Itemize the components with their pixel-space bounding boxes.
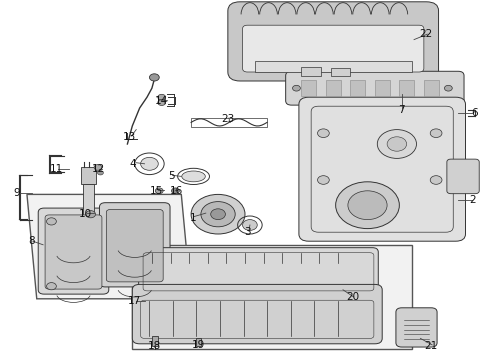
Circle shape	[318, 176, 329, 184]
Text: 23: 23	[221, 114, 235, 124]
Bar	[85, 217, 93, 225]
FancyBboxPatch shape	[45, 215, 102, 289]
FancyBboxPatch shape	[286, 71, 464, 105]
Circle shape	[47, 283, 56, 290]
Bar	[255, 61, 412, 72]
Circle shape	[243, 220, 257, 230]
FancyBboxPatch shape	[447, 159, 479, 194]
Circle shape	[336, 182, 399, 229]
Text: 10: 10	[79, 209, 92, 219]
Circle shape	[47, 218, 56, 225]
Circle shape	[293, 85, 300, 91]
Circle shape	[172, 188, 179, 194]
Circle shape	[158, 100, 166, 105]
Text: 6: 6	[471, 108, 478, 118]
Bar	[81, 167, 96, 184]
Text: 18: 18	[147, 341, 161, 351]
Text: 21: 21	[424, 341, 438, 351]
Bar	[399, 80, 414, 96]
FancyBboxPatch shape	[396, 308, 437, 347]
Bar	[196, 338, 201, 346]
Text: 9: 9	[14, 188, 21, 198]
Circle shape	[444, 85, 452, 91]
FancyBboxPatch shape	[38, 208, 109, 294]
Text: 12: 12	[91, 164, 105, 174]
Circle shape	[191, 194, 245, 234]
FancyBboxPatch shape	[299, 97, 466, 241]
Text: 3: 3	[244, 227, 251, 237]
Text: 2: 2	[469, 195, 476, 205]
FancyBboxPatch shape	[139, 248, 378, 294]
Circle shape	[387, 137, 407, 151]
Text: 13: 13	[123, 132, 137, 142]
FancyBboxPatch shape	[132, 284, 382, 344]
Text: 1: 1	[190, 213, 197, 223]
Circle shape	[430, 129, 442, 138]
Text: 19: 19	[192, 340, 205, 350]
Circle shape	[201, 202, 235, 227]
Circle shape	[86, 211, 96, 218]
Ellipse shape	[182, 171, 205, 182]
Bar	[132, 245, 412, 349]
Bar	[326, 80, 341, 96]
Bar	[301, 80, 316, 96]
Circle shape	[94, 165, 102, 170]
FancyBboxPatch shape	[106, 210, 163, 282]
Circle shape	[348, 191, 387, 220]
Bar	[350, 80, 365, 96]
Circle shape	[149, 74, 159, 81]
Text: 8: 8	[28, 236, 35, 246]
Circle shape	[211, 209, 225, 220]
Text: 4: 4	[129, 159, 136, 169]
Text: 17: 17	[128, 296, 142, 306]
FancyBboxPatch shape	[99, 203, 170, 287]
Bar	[375, 80, 390, 96]
Bar	[83, 184, 94, 218]
Bar	[331, 68, 350, 76]
FancyBboxPatch shape	[228, 2, 439, 81]
Circle shape	[98, 171, 103, 175]
Text: 5: 5	[168, 171, 175, 181]
Bar	[152, 336, 158, 346]
FancyBboxPatch shape	[243, 25, 424, 72]
Circle shape	[158, 94, 166, 100]
Circle shape	[155, 188, 163, 194]
Bar	[191, 118, 267, 127]
Text: 15: 15	[150, 186, 164, 196]
Text: 7: 7	[398, 105, 405, 115]
Circle shape	[430, 176, 442, 184]
Text: 14: 14	[155, 96, 169, 106]
Text: 11: 11	[49, 164, 63, 174]
Circle shape	[141, 157, 158, 170]
Circle shape	[377, 130, 416, 158]
Text: 22: 22	[419, 29, 433, 39]
Bar	[301, 67, 321, 76]
Polygon shape	[27, 194, 191, 299]
Text: 16: 16	[170, 186, 183, 196]
Bar	[424, 80, 439, 96]
Circle shape	[318, 129, 329, 138]
Text: 20: 20	[346, 292, 359, 302]
